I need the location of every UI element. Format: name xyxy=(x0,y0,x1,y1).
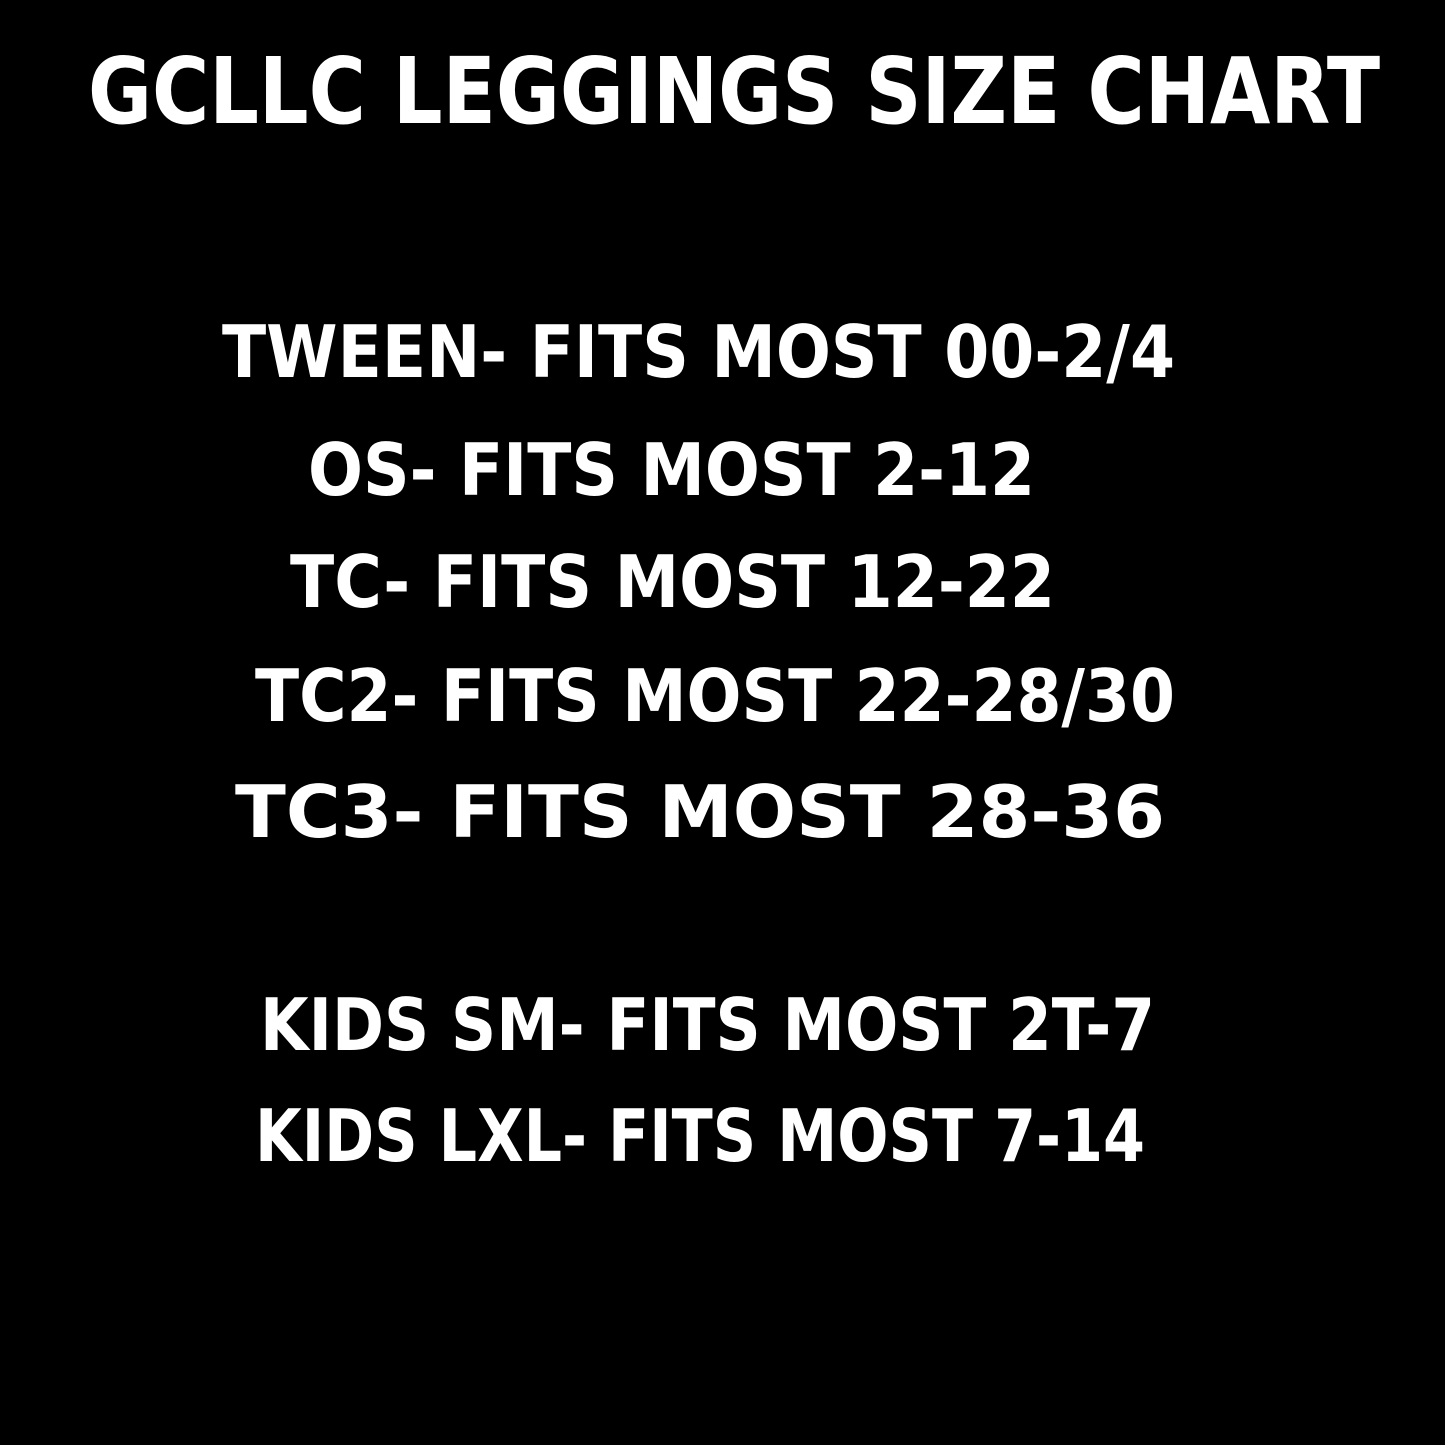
size-row-tc: TC- FITS MOST 12-22 xyxy=(290,540,1055,624)
size-row-tc2: TC2- FITS MOST 22-28/30 xyxy=(255,654,1175,738)
size-row-kids-lxl: KIDS LXL- FITS MOST 7-14 xyxy=(255,1094,1145,1178)
size-row-tween: TWEEN- FITS MOST 00-2/4 xyxy=(222,310,1175,394)
size-row-kids-sm: KIDS SM- FITS MOST 2T-7 xyxy=(260,983,1155,1067)
chart-title: GCLLC LEGGINGS SIZE CHART xyxy=(88,38,1380,145)
size-row-tc3: TC3- FITS MOST 28-36 xyxy=(235,770,1165,854)
size-row-os: OS- FITS MOST 2-12 xyxy=(308,428,1035,512)
